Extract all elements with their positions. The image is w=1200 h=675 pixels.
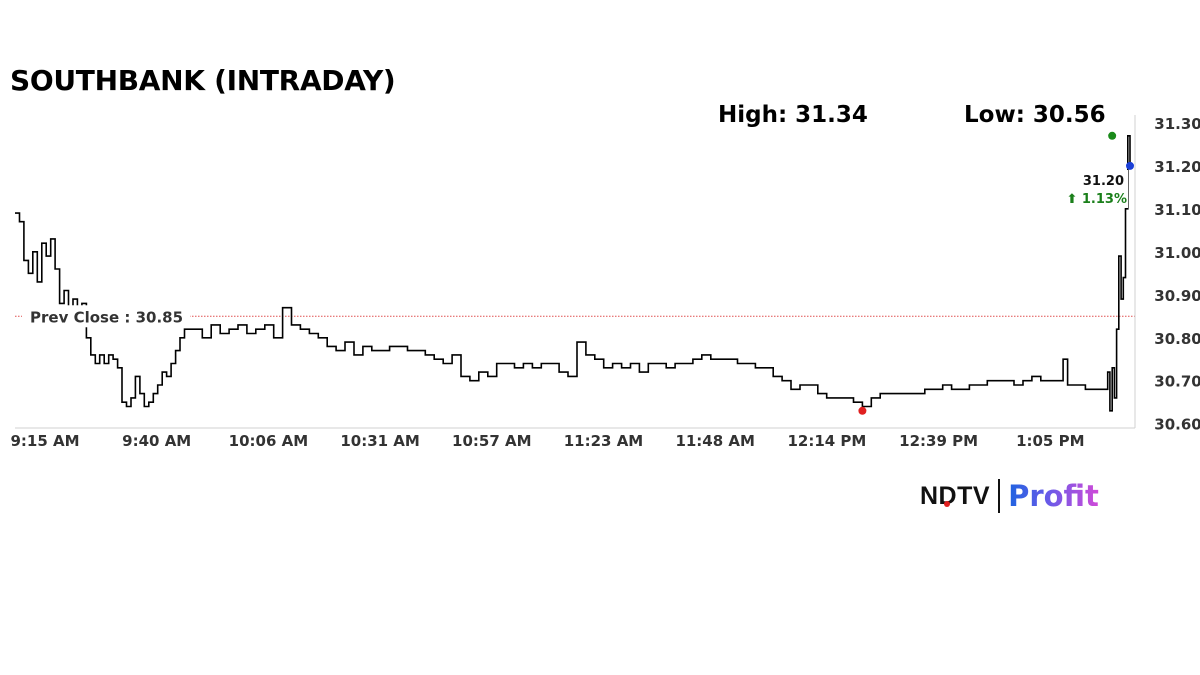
x-tick-label: 12:39 PM	[899, 432, 978, 450]
high-marker	[1108, 131, 1117, 140]
x-tick-label: 10:06 AM	[229, 432, 309, 450]
last-value-box	[1066, 170, 1128, 208]
y-tick-label: 31.20	[1154, 158, 1200, 176]
price-series-line	[15, 135, 1131, 412]
x-tick-label: 11:23 AM	[564, 432, 644, 450]
y-tick-label: 30.60	[1154, 416, 1200, 434]
ndtv-wordmark: NDTV	[920, 481, 991, 510]
low-marker	[858, 406, 867, 415]
last-change-label: ⬆ 1.13%	[1066, 192, 1127, 207]
y-tick-label: 31.30	[1154, 115, 1200, 133]
low-stat: Low: 30.56	[964, 102, 1106, 128]
x-tick-label: 12:14 PM	[787, 432, 866, 450]
x-tick-label: 9:40 AM	[122, 432, 191, 450]
x-tick-label: 11:48 AM	[675, 432, 755, 450]
profit-wordmark: Profit	[1008, 479, 1099, 513]
y-tick-label: 30.70	[1154, 373, 1200, 391]
ndtv-profit-logo: NDTV Profit	[920, 476, 1099, 516]
last-price-label: 31.20	[1083, 174, 1124, 189]
x-tick-label: 10:57 AM	[452, 432, 532, 450]
x-tick-label: 9:15 AM	[10, 432, 79, 450]
chart-title: SOUTHBANK (INTRADAY)	[10, 64, 396, 97]
prev-close-label-bg	[22, 305, 190, 328]
y-tick-label: 31.10	[1154, 201, 1200, 219]
last-marker	[1126, 161, 1134, 170]
logo-divider	[998, 479, 1001, 513]
x-tick-label: 1:05 PM	[1016, 432, 1084, 450]
y-tick-label: 30.90	[1154, 287, 1200, 305]
high-stat: High: 31.34	[718, 102, 868, 128]
x-tick-label: 10:31 AM	[340, 432, 420, 450]
y-tick-label: 30.80	[1154, 330, 1200, 348]
y-tick-label: 31.00	[1154, 244, 1200, 262]
prev-close-label: Prev Close : 30.85	[30, 308, 183, 326]
